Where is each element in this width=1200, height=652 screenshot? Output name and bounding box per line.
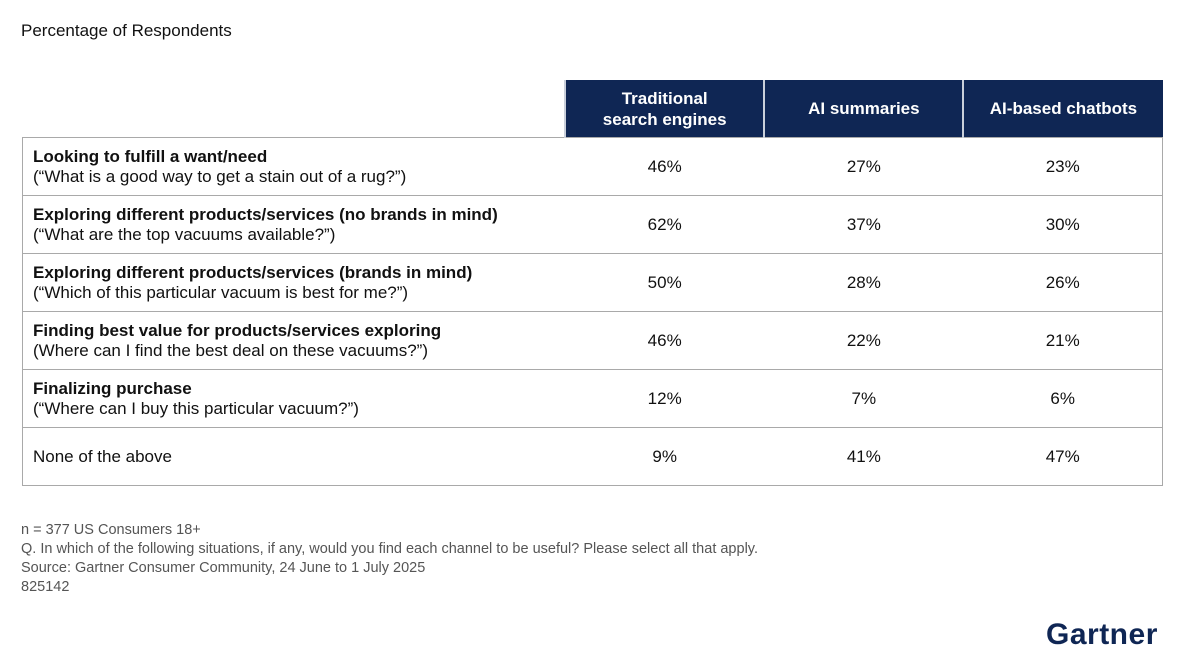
note-sample: n = 377 US Consumers 18+ [21, 522, 201, 538]
cell-value: 12% [565, 369, 765, 428]
gartner-logo: Gartner [1046, 618, 1158, 651]
table-row: Finding best value for products/services… [22, 311, 1164, 370]
note-id: 825142 [21, 579, 70, 595]
row-title: Exploring different products/services (b… [33, 262, 473, 282]
row-title: Exploring different products/services (n… [33, 204, 498, 224]
cell-value: 30% [963, 195, 1164, 254]
table-row: Exploring different products/services (n… [22, 195, 1164, 254]
row-label: None of the above [22, 427, 566, 486]
cell-value: 21% [963, 311, 1164, 370]
cell-value: 23% [963, 137, 1164, 196]
cell-value: 22% [764, 311, 964, 370]
cell-value: 28% [764, 253, 964, 312]
survey-table: Traditional search engines AI summaries A… [22, 80, 1164, 486]
row-title: Looking to fulfill a want/need [33, 146, 268, 166]
cell-value: 6% [963, 369, 1164, 428]
cell-value: 37% [764, 195, 964, 254]
row-example: (Where can I find the best deal on these… [33, 340, 428, 360]
row-example: (“What are the top vacuums available?”) [33, 224, 336, 244]
cell-value: 27% [764, 137, 964, 196]
row-label: Looking to fulfill a want/need (“What is … [22, 137, 566, 196]
col-header-ai-chatbots: AI-based chatbots [962, 80, 1163, 138]
row-example: (“Where can I buy this particular vacuum… [33, 398, 359, 418]
table-row: Finalizing purchase (“Where can I buy thi… [22, 369, 1164, 428]
header-row: Traditional search engines AI summaries A… [22, 80, 1163, 138]
row-label: Finding best value for products/services… [22, 311, 566, 370]
row-example: None of the above [33, 446, 172, 466]
row-label: Exploring different products/services (n… [22, 195, 566, 254]
table-row: Looking to fulfill a want/need (“What is … [22, 137, 1164, 196]
row-title: Finding best value for products/services… [33, 320, 442, 340]
cell-value: 62% [565, 195, 765, 254]
cell-value: 41% [764, 427, 964, 486]
cell-value: 9% [565, 427, 765, 486]
row-example: (“Which of this particular vacuum is bes… [33, 282, 409, 302]
cell-value: 7% [764, 369, 964, 428]
cell-value: 46% [565, 311, 765, 370]
row-label: Exploring different products/services (b… [22, 253, 566, 312]
cell-value: 47% [963, 427, 1164, 486]
header-blank [22, 80, 566, 138]
note-question: Q. In which of the following situations,… [21, 541, 758, 557]
col-header-ai-summaries: AI summaries [763, 80, 964, 138]
table-row: None of the above 9% 41% 47% [22, 427, 1164, 486]
note-source: Source: Gartner Consumer Community, 24 J… [21, 560, 426, 576]
footnotes: n = 377 US Consumers 18+ Q. In which of … [21, 521, 758, 597]
subtitle: Percentage of Respondents [21, 21, 232, 40]
row-title: Finalizing purchase [33, 378, 192, 398]
cell-value: 50% [565, 253, 765, 312]
cell-value: 46% [565, 137, 765, 196]
cell-value: 26% [963, 253, 1164, 312]
col-header-traditional: Traditional search engines [564, 80, 765, 138]
row-example: (“What is a good way to get a stain out … [33, 166, 407, 186]
row-label: Finalizing purchase (“Where can I buy thi… [22, 369, 566, 428]
table-row: Exploring different products/services (b… [22, 253, 1164, 312]
